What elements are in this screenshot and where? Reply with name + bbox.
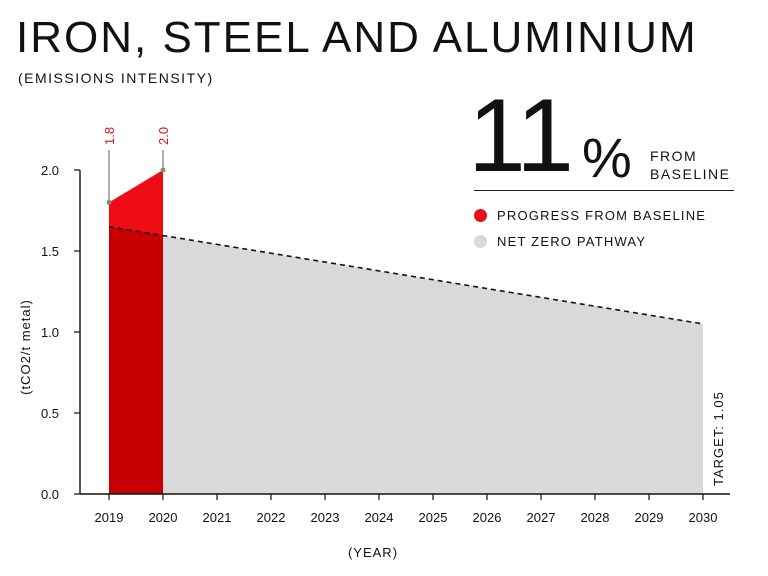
legend-label-progress: PROGRESS FROM BASELINE	[497, 208, 707, 223]
x-tick-label: 2024	[365, 510, 394, 525]
x-tick-label: 2030	[689, 510, 718, 525]
x-tick-label: 2021	[203, 510, 232, 525]
kpi-caption-line1: FROM	[650, 148, 698, 164]
x-tick-label: 2019	[95, 510, 124, 525]
kpi-caption-line2: BASELINE	[650, 165, 731, 182]
y-axis-title: (tCO2/t metal)	[18, 299, 33, 395]
chart-subtitle: (EMISSIONS INTENSITY)	[18, 70, 214, 86]
y-tick-label: 0.0	[41, 487, 59, 502]
net-zero-pathway-line	[108, 225, 704, 325]
legend-swatch-pathway	[474, 235, 487, 248]
x-tick-label: 2027	[527, 510, 556, 525]
x-tick-label: 2022	[257, 510, 286, 525]
data-point	[106, 199, 112, 205]
progress-overlap-area	[109, 226, 163, 494]
data-point	[160, 167, 166, 173]
y-tick-label: 0.5	[41, 406, 59, 421]
y-tick-label: 1.0	[41, 325, 59, 340]
x-tick-label: 2029	[635, 510, 664, 525]
legend-swatch-progress	[474, 209, 487, 222]
legend-item-progress: PROGRESS FROM BASELINE	[474, 208, 706, 223]
x-tick-label: 2026	[473, 510, 502, 525]
x-tick-label: 2028	[581, 510, 610, 525]
data-label: 2.0	[156, 127, 171, 145]
kpi-value: 11	[468, 78, 574, 194]
x-tick-label: 2023	[311, 510, 340, 525]
kpi-percent-symbol: %	[582, 126, 632, 189]
x-tick-label: 2025	[419, 510, 448, 525]
y-tick-label: 2.0	[41, 163, 59, 178]
x-axis-title: (YEAR)	[348, 545, 398, 560]
net-zero-pathway-area	[109, 226, 703, 494]
chart-title: IRON, STEEL AND ALUMINIUM	[16, 13, 698, 62]
data-label: 1.8	[102, 127, 117, 145]
kpi-divider	[474, 190, 734, 191]
legend-label-pathway: NET ZERO PATHWAY	[497, 234, 647, 249]
legend-item-pathway: NET ZERO PATHWAY	[474, 234, 646, 249]
kpi-caption: FROM BASELINE	[650, 148, 750, 183]
target-annotation: TARGET: 1.05	[711, 391, 726, 486]
x-tick-label: 2020	[149, 510, 178, 525]
y-tick-label: 1.5	[41, 244, 59, 259]
